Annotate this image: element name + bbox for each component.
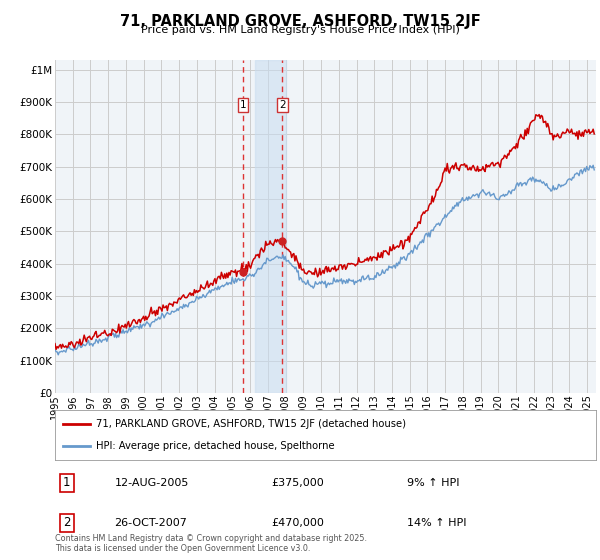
Text: 71, PARKLAND GROVE, ASHFORD, TW15 2JF (detached house): 71, PARKLAND GROVE, ASHFORD, TW15 2JF (d… [95, 419, 406, 429]
Text: Price paid vs. HM Land Registry's House Price Index (HPI): Price paid vs. HM Land Registry's House … [140, 25, 460, 35]
Text: 1: 1 [240, 100, 247, 110]
Text: Contains HM Land Registry data © Crown copyright and database right 2025.
This d: Contains HM Land Registry data © Crown c… [55, 534, 367, 553]
Text: 9% ↑ HPI: 9% ↑ HPI [407, 478, 459, 488]
Text: HPI: Average price, detached house, Spelthorne: HPI: Average price, detached house, Spel… [95, 441, 334, 451]
Text: £375,000: £375,000 [271, 478, 324, 488]
Text: 71, PARKLAND GROVE, ASHFORD, TW15 2JF: 71, PARKLAND GROVE, ASHFORD, TW15 2JF [119, 14, 481, 29]
Text: 14% ↑ HPI: 14% ↑ HPI [407, 518, 466, 528]
Text: £470,000: £470,000 [271, 518, 324, 528]
Text: 26-OCT-2007: 26-OCT-2007 [115, 518, 187, 528]
Text: 2: 2 [279, 100, 286, 110]
Text: 2: 2 [63, 516, 71, 530]
Text: 12-AUG-2005: 12-AUG-2005 [115, 478, 189, 488]
Bar [256, 60, 286, 393]
Text: 1: 1 [63, 477, 71, 489]
